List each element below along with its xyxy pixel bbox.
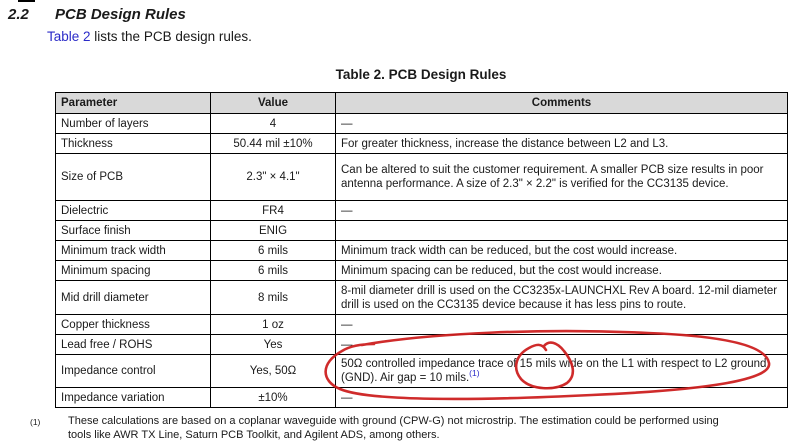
table-row: Lead free / ROHS Yes — — [55, 334, 788, 355]
section-number: 2.2 — [8, 6, 29, 23]
footnote-text: These calculations are based on a coplan… — [68, 415, 719, 441]
table-row: Number of layers 4 — — [55, 113, 788, 134]
table-caption: Table 2. PCB Design Rules — [335, 67, 507, 82]
cell-comment: Minimum spacing can be reduced, but the … — [335, 260, 788, 281]
intro-paragraph: Table 2 lists the PCB design rules. — [47, 29, 252, 44]
table-row: Minimum spacing 6 mils Minimum spacing c… — [55, 260, 788, 281]
cell-parameter: Number of layers — [55, 113, 211, 134]
cell-parameter: Thickness — [55, 133, 211, 154]
cell-comment: For greater thickness, increase the dist… — [335, 133, 788, 154]
cell-parameter: Minimum track width — [55, 240, 211, 261]
table-row: Minimum track width 6 mils Minimum track… — [55, 240, 788, 261]
table-header-row: Parameter Value Comments — [55, 92, 788, 114]
cell-value: 1 oz — [210, 314, 336, 335]
cell-comment: — — [335, 200, 788, 221]
cell-comment: — — [335, 387, 788, 408]
cell-parameter: Dielectric — [55, 200, 211, 221]
cell-value: Yes, 50Ω — [210, 354, 336, 388]
cell-comment: — — [335, 314, 788, 335]
cell-parameter: Mid drill diameter — [55, 280, 211, 315]
cell-parameter: Surface finish — [55, 220, 211, 241]
section-heading: 2.2 PCB Design Rules — [8, 6, 186, 23]
cell-comment: 50Ω controlled impedance trace of 15 mil… — [335, 354, 788, 388]
intro-text: lists the PCB design rules. — [90, 29, 252, 44]
cell-value: 50.44 mil ±10% — [210, 133, 336, 154]
cell-value: Yes — [210, 334, 336, 355]
cell-parameter: Impedance variation — [55, 387, 211, 408]
cell-parameter: Size of PCB — [55, 153, 211, 201]
section-title: PCB Design Rules — [55, 6, 186, 23]
table-row: Copper thickness 1 oz — — [55, 314, 788, 335]
cell-comment: 8-mil diameter drill is used on the CC32… — [335, 280, 788, 315]
cell-comment: Minimum track width can be reduced, but … — [335, 240, 788, 261]
header-parameter: Parameter — [55, 92, 211, 114]
header-value: Value — [210, 92, 336, 114]
cell-value: 4 — [210, 113, 336, 134]
impedance-comment-text: 50Ω controlled impedance trace of 15 mil… — [341, 358, 767, 384]
footnote-1-reference-link[interactable]: (1) — [469, 368, 480, 379]
table-2-link[interactable]: Table 2 — [47, 29, 91, 44]
table-row-impedance-control: Impedance control Yes, 50Ω 50Ω controlle… — [55, 354, 788, 388]
cell-parameter: Minimum spacing — [55, 260, 211, 281]
cell-value: 6 mils — [210, 240, 336, 261]
table-row: Surface finish ENIG — [55, 220, 788, 241]
cell-value: ±10% — [210, 387, 336, 408]
cell-parameter: Lead free / ROHS — [55, 334, 211, 355]
cell-parameter: Copper thickness — [55, 314, 211, 335]
cell-comment: — — [335, 113, 788, 134]
cell-value: FR4 — [210, 200, 336, 221]
table-row: Mid drill diameter 8 mils 8-mil diameter… — [55, 280, 788, 315]
cell-comment: Can be altered to suit the customer requ… — [335, 153, 788, 201]
cell-comment — [335, 220, 788, 241]
pcb-design-rules-table: Parameter Value Comments Number of layer… — [55, 92, 788, 408]
cell-parameter: Impedance control — [55, 354, 211, 388]
table-row: Dielectric FR4 — — [55, 200, 788, 221]
cell-value: 8 mils — [210, 280, 336, 315]
cell-value: 2.3" × 4.1" — [210, 153, 336, 201]
table-row: Thickness 50.44 mil ±10% For greater thi… — [55, 133, 788, 154]
cell-comment: — — [335, 334, 788, 355]
table-row: Impedance variation ±10% — — [55, 387, 788, 408]
header-comments: Comments — [335, 92, 788, 114]
table-row: Size of PCB 2.3" × 4.1" Can be altered t… — [55, 153, 788, 201]
cell-value: 6 mils — [210, 260, 336, 281]
cell-value: ENIG — [210, 220, 336, 241]
footnote-1: (1) These calculations are based on a co… — [30, 414, 740, 442]
footnote-marker: (1) — [30, 417, 41, 427]
page-top-cropped-fragment — [18, 0, 35, 2]
